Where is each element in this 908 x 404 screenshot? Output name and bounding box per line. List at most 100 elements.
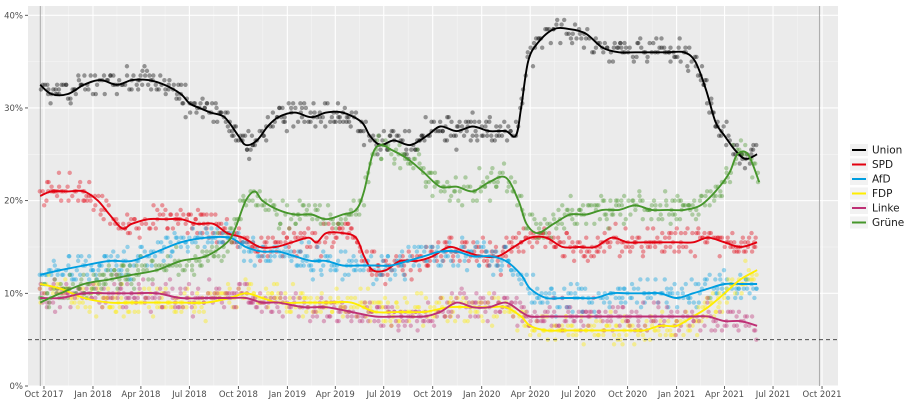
poll-point [209, 240, 215, 245]
poll-point [690, 212, 695, 217]
poll-point [349, 314, 355, 319]
poll-point [405, 161, 411, 166]
poll-point [385, 300, 391, 305]
poll-point [489, 249, 494, 254]
poll-point [437, 119, 443, 125]
poll-point [673, 54, 678, 60]
poll-point [584, 309, 589, 315]
poll-point [358, 300, 363, 305]
poll-point [558, 240, 563, 245]
poll-point [579, 36, 584, 41]
poll-point [246, 300, 251, 305]
poll-point [363, 119, 368, 125]
x-tick-label: Apr 2018 [121, 390, 160, 400]
poll-point [574, 36, 579, 41]
poll-point [302, 295, 307, 301]
poll-point [414, 291, 420, 296]
poll-point [563, 318, 569, 324]
poll-point [265, 254, 270, 259]
poll-point [381, 318, 386, 324]
poll-point [66, 198, 71, 203]
poll-point [269, 291, 275, 296]
poll-point [295, 235, 301, 240]
poll-point [630, 198, 635, 203]
poll-point [211, 254, 216, 259]
poll-point [702, 281, 708, 287]
poll-point [311, 101, 316, 106]
poll-point [487, 115, 493, 120]
poll-point [155, 305, 160, 310]
poll-point [473, 314, 478, 319]
poll-point [703, 193, 708, 199]
poll-point [41, 203, 47, 208]
poll-point [446, 300, 452, 305]
poll-point [672, 249, 677, 254]
poll-point [236, 138, 241, 143]
poll-point [478, 189, 484, 194]
poll-point [476, 119, 482, 125]
poll-point [66, 254, 71, 259]
poll-point [189, 267, 195, 273]
poll-point [468, 184, 473, 189]
poll-point [459, 244, 464, 250]
poll-point [153, 226, 158, 231]
poll-point [385, 305, 391, 310]
poll-point [402, 277, 408, 282]
poll-point [419, 244, 424, 250]
poll-point [255, 254, 260, 259]
poll-point [64, 281, 69, 287]
poll-point [585, 26, 590, 32]
poll-point [170, 286, 175, 291]
poll-point [380, 305, 386, 310]
poll-point [83, 258, 88, 264]
poll-point [647, 337, 653, 342]
poll-point [325, 203, 331, 208]
x-tick-label: Jul 2018 [171, 390, 207, 400]
poll-point [531, 328, 537, 333]
legend-label-fdp: FDP [872, 188, 892, 200]
poll-point [344, 115, 350, 120]
poll-point [430, 244, 435, 250]
poll-point [637, 189, 642, 194]
poll-point [711, 198, 717, 203]
poll-point [141, 267, 146, 273]
poll-point [530, 272, 536, 277]
poll-point [76, 286, 82, 291]
poll-point [668, 332, 673, 338]
poll-point [527, 240, 532, 245]
poll-point [155, 207, 160, 213]
poll-point [543, 26, 548, 32]
poll-point [202, 244, 207, 250]
poll-point [715, 323, 720, 328]
poll-point [398, 165, 403, 171]
poll-point [65, 96, 71, 101]
poll-point [592, 332, 597, 338]
poll-point [475, 138, 480, 143]
poll-point [530, 64, 536, 69]
poll-point [383, 258, 389, 264]
poll-point [607, 59, 612, 64]
poll-point [580, 203, 586, 208]
poll-point [280, 314, 285, 319]
poll-point [334, 318, 340, 324]
poll-point [704, 240, 710, 245]
poll-point [102, 91, 107, 97]
poll-point [470, 110, 475, 115]
poll-point [664, 286, 670, 291]
poll-point [52, 277, 58, 282]
poll-point [207, 291, 213, 296]
poll-point [630, 323, 635, 328]
poll-point [438, 254, 444, 259]
poll-point [361, 267, 366, 273]
poll-point [237, 198, 243, 203]
poll-point [406, 249, 411, 254]
poll-point [149, 258, 154, 264]
poll-point [215, 230, 220, 236]
poll-point [426, 263, 431, 268]
poll-point [331, 221, 336, 227]
poll-point [68, 305, 73, 310]
poll-point [42, 82, 48, 87]
poll-point [69, 277, 75, 282]
poll-point [413, 147, 418, 152]
poll-point [501, 244, 507, 250]
